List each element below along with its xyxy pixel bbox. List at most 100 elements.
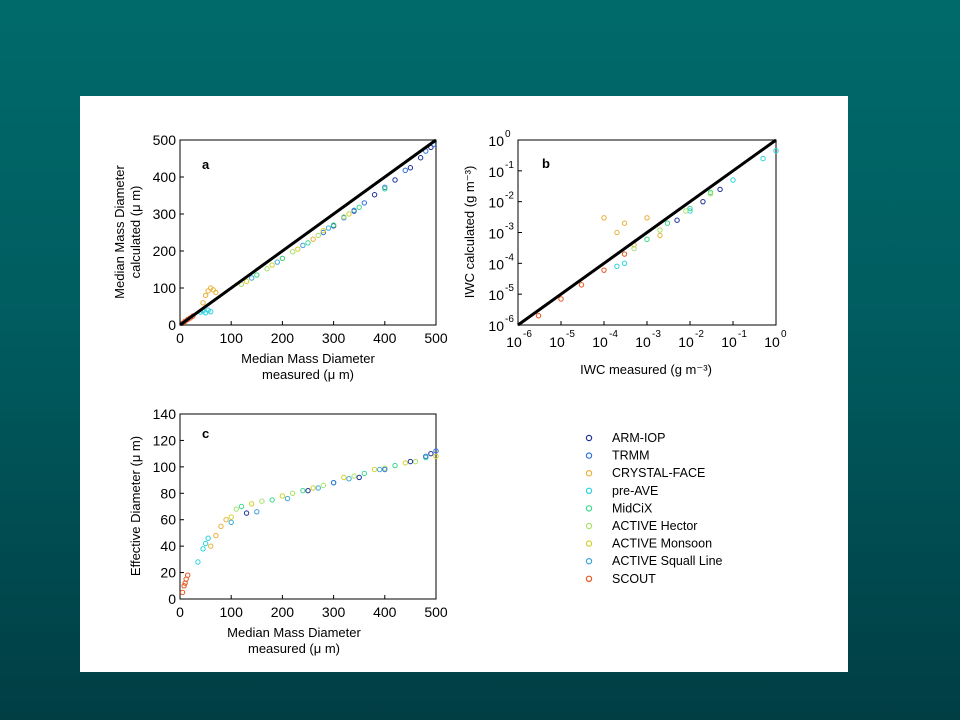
data-point: [351, 207, 357, 214]
data-point: [428, 450, 434, 457]
data-point: [621, 260, 628, 267]
data-point: [356, 474, 362, 481]
x-tick-exponent: 0: [781, 329, 787, 340]
x-tick-exponent: -2: [695, 329, 704, 340]
x-tick-label: 400: [373, 604, 397, 620]
data-point: [289, 490, 296, 496]
data-point: [228, 514, 234, 520]
data-point: [195, 559, 201, 565]
legend-label: ACTIVE Monsoon: [612, 537, 712, 551]
x-tick-label: 400: [373, 330, 397, 346]
legend-label: MidCiX: [612, 501, 653, 515]
panel-c-xlabel-line2: measured (μ m): [248, 641, 340, 656]
data-point: [361, 200, 368, 206]
y-tick-label: 500: [153, 132, 177, 148]
data-point: [412, 458, 419, 465]
data-point: [535, 313, 542, 319]
data-point: [433, 448, 439, 454]
data-point: [707, 191, 714, 197]
data-point: [683, 208, 689, 214]
data-point: [254, 509, 260, 515]
data-point: [223, 517, 229, 523]
legend-marker: [585, 487, 593, 494]
data-point: [310, 236, 316, 242]
legend-label: ACTIVE Hector: [612, 519, 697, 533]
panel-a-ylabel-line2: calculated (μ m): [128, 186, 143, 279]
data-point: [284, 495, 291, 502]
data-point: [228, 519, 234, 526]
data-point: [601, 215, 607, 221]
data-point: [730, 177, 736, 183]
data-point: [407, 165, 414, 171]
data-point: [208, 308, 214, 315]
data-point: [631, 245, 637, 252]
panel-c-x-ticks: 0 100 200 300 400 500: [176, 595, 448, 620]
data-point: [614, 263, 620, 270]
x-tick-label: 10: [635, 334, 651, 350]
data-point: [243, 278, 250, 285]
x-tick-label: 0: [176, 604, 184, 620]
data-point: [687, 205, 693, 212]
panel-c-xlabel-line1: Median Mass Diameter: [227, 625, 361, 640]
data-point: [558, 296, 564, 302]
x-tick-label: 10: [721, 334, 737, 350]
data-point: [773, 147, 779, 154]
data-point: [200, 546, 206, 552]
data-point: [382, 466, 388, 473]
data-point: [269, 262, 275, 268]
data-point: [700, 198, 706, 205]
y-tick-exponent: -5: [505, 283, 514, 294]
data-point: [205, 535, 211, 541]
panel-c-y-ticks: 0 20 40 60 80 100 120 140: [153, 406, 184, 607]
x-tick-exponent: -6: [523, 329, 532, 340]
legend-marker: [585, 540, 593, 547]
data-point: [254, 272, 260, 278]
data-point: [315, 232, 321, 239]
data-point: [259, 498, 265, 504]
x-tick-label: 10: [678, 334, 694, 350]
x-tick-label: 300: [322, 604, 346, 620]
legend-label: ACTIVE Squall Line: [612, 554, 723, 568]
x-tick-label: 200: [271, 604, 295, 620]
panel-b-x-ticks: 10 -6 10 -5 10 -4 10 -3 10 -2 10 -1 10 0: [506, 321, 787, 350]
panel-b-letter: b: [542, 156, 550, 171]
y-tick-label: 10: [488, 195, 504, 211]
data-point: [274, 259, 280, 265]
data-point: [664, 220, 671, 226]
legend-marker: [585, 522, 593, 530]
data-point: [417, 155, 424, 161]
panel-a-reference-line: [179, 138, 437, 327]
y-tick-label: 0: [168, 591, 176, 607]
data-point: [233, 506, 240, 512]
data-point: [657, 232, 663, 239]
data-point: [621, 220, 628, 226]
data-point: [238, 503, 245, 510]
data-point: [351, 473, 357, 479]
data-point: [320, 482, 327, 489]
panel-a-xlabel-line2: measured (μ m): [262, 367, 354, 382]
legend-label: pre-AVE: [612, 484, 658, 498]
y-tick-label: 10: [488, 164, 504, 180]
legend-marker: [585, 470, 593, 477]
y-tick-label: 80: [160, 485, 176, 501]
y-tick-exponent: 0: [505, 129, 511, 140]
data-point: [218, 523, 224, 530]
legend-marker: [585, 558, 593, 565]
panel-b-points: [535, 147, 779, 319]
data-point: [601, 267, 607, 273]
y-tick-label: 100: [153, 459, 177, 475]
y-tick-label: 60: [160, 512, 176, 528]
data-point: [674, 217, 680, 223]
legend-label: ARM-IOP: [612, 431, 665, 445]
data-point: [184, 572, 191, 578]
x-tick-label: 0: [176, 330, 184, 346]
data-point: [657, 227, 663, 233]
panel-b-reference-line: [517, 138, 777, 327]
x-tick-exponent: -4: [609, 329, 618, 340]
data-point: [279, 493, 286, 499]
data-point: [346, 211, 352, 217]
data-point: [202, 292, 209, 299]
panel-c: 0 100 200 300 400 500 0 20 40 60 80 100 120 140 c Me…: [128, 406, 448, 656]
panel-b-ylabel: IWC calculated (g m⁻³): [462, 166, 477, 299]
data-point: [644, 215, 650, 221]
